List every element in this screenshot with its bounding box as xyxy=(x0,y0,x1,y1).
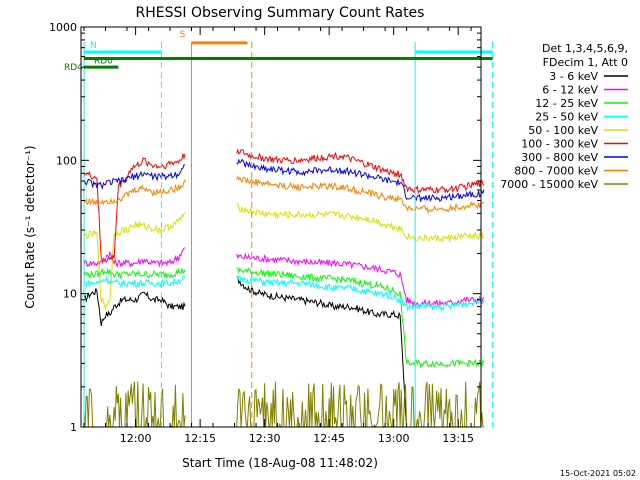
legend-item-label: 800 - 7000 keV xyxy=(514,165,598,178)
ticks-layer: 1 10 100 1000 12:00 12:15 12:30 12:45 13:00 13:15 xyxy=(49,21,481,445)
x-tick-label: 12:00 xyxy=(120,432,152,445)
legend-item-label: 3 - 6 keV xyxy=(549,70,598,83)
flag-label-RD0: RD0 xyxy=(94,57,113,67)
flag-label-N: N xyxy=(90,41,97,51)
y-tick-label: 100 xyxy=(56,154,77,167)
x-tick-label: 12:30 xyxy=(249,432,281,445)
legend-item-label: 100 - 300 keV xyxy=(521,138,598,151)
legend-header-line-1: Det 1,3,4,5,6,9, xyxy=(542,42,628,55)
x-tick-label: 13:00 xyxy=(378,432,410,445)
legend: Det 1,3,4,5,6,9, FDecim 1, Att 0 3 - 6 k… xyxy=(500,42,628,191)
flag-label-S: S xyxy=(180,30,186,40)
chart-title: RHESSI Observing Summary Count Rates xyxy=(136,5,425,21)
x-axis-label: Start Time (18-Aug-08 11:48:02) xyxy=(182,456,378,470)
series-line-7000-15000-keV xyxy=(83,381,484,429)
y-tick-label: 1 xyxy=(70,421,77,434)
x-tick-label: 12:45 xyxy=(313,432,345,445)
flag-label-RD4: RD4 xyxy=(64,63,83,73)
x-tick-label: 12:15 xyxy=(184,432,216,445)
plot-frame xyxy=(80,26,482,428)
series-line-100-300-keV xyxy=(83,148,485,263)
legend-item-label: 12 - 25 keV xyxy=(535,97,598,110)
y-axis-label: Count Rate (s⁻¹ detector⁻¹) xyxy=(23,145,37,308)
series-line-6-12-keV xyxy=(83,247,485,308)
y-tick-label: 10 xyxy=(63,288,77,301)
legend-item-label: 7000 - 15000 keV xyxy=(500,178,598,191)
series-line-800-7000-keV xyxy=(83,174,485,214)
series-layer xyxy=(83,148,485,429)
legend-item-label: 300 - 800 keV xyxy=(521,151,598,164)
date-stamp: 15-Oct-2021 05:02 xyxy=(560,469,636,478)
marker-layer xyxy=(83,42,494,427)
y-tick-label: 1000 xyxy=(49,21,77,34)
legend-header-line-2: FDecim 1, Att 0 xyxy=(543,56,628,69)
series-line-25-50-keV xyxy=(83,275,485,312)
x-tick-label: 13:15 xyxy=(442,432,474,445)
series-line-3-6-keV xyxy=(83,276,408,426)
legend-item-label: 50 - 100 keV xyxy=(528,124,598,137)
series-line-300-800-keV xyxy=(83,158,485,202)
legend-item-label: 6 - 12 keV xyxy=(542,84,598,97)
legend-item-label: 25 - 50 keV xyxy=(535,111,598,124)
flag-layer: N S RD0 RD4 xyxy=(64,30,493,73)
series-line-50-100-keV xyxy=(83,202,485,311)
series-line-12-25-keV xyxy=(83,267,485,369)
